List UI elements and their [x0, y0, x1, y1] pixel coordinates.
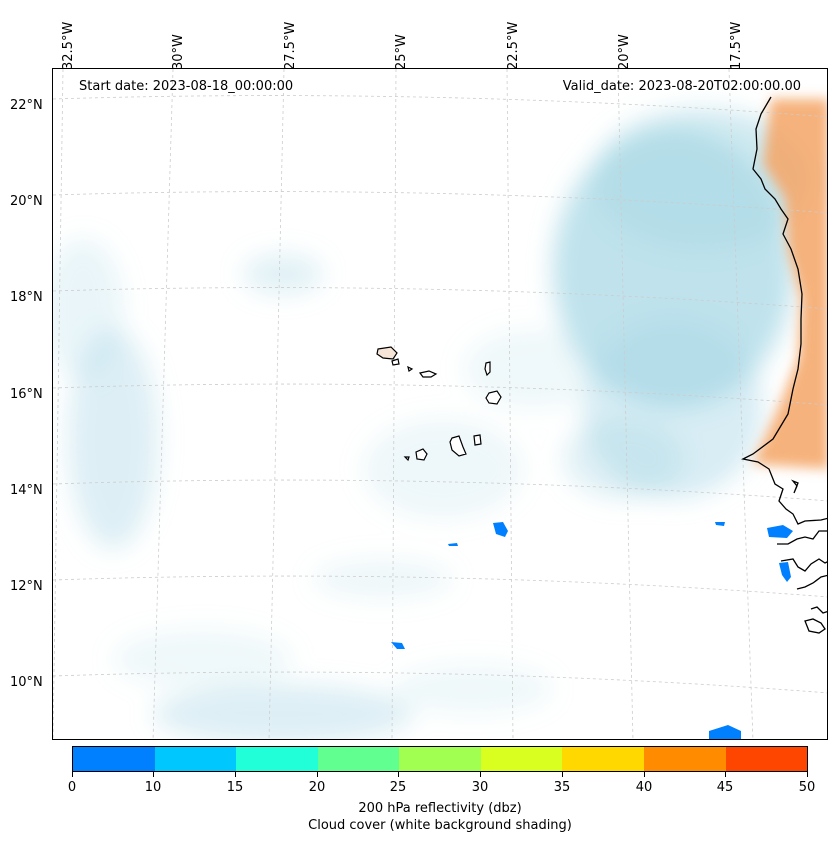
- valid-date-label: Valid_date: 2023-08-20T02:00:00.00: [562, 79, 801, 94]
- colorbar-segment: [236, 747, 318, 771]
- colorbar-tick: [480, 772, 481, 777]
- colorbar: [72, 746, 808, 772]
- lon-label: 27.5°W: [283, 21, 298, 70]
- colorbar-segment: [73, 747, 155, 771]
- colorbar-tick: [807, 772, 808, 777]
- lon-label: 30°W: [171, 34, 186, 70]
- colorbar-tick-label: 0: [67, 780, 77, 795]
- lat-label: 22°N: [10, 98, 43, 113]
- map-panel[interactable]: Start date: 2023-08-18_00:00:00 Valid_da…: [52, 68, 828, 740]
- colorbar-tick-label: 30: [471, 780, 489, 795]
- colorbar-tick-label: 40: [635, 780, 653, 795]
- colorbar-tick: [235, 772, 236, 777]
- lat-label: 16°N: [10, 387, 43, 402]
- map-canvas: [53, 69, 827, 739]
- colorbar-segment: [399, 747, 481, 771]
- land-shading: [753, 99, 827, 469]
- colorbar-tick: [562, 772, 563, 777]
- colorbar-tick: [317, 772, 318, 777]
- reflectivity-patches: [391, 522, 793, 739]
- colorbar-segment: [480, 747, 563, 771]
- cape-verde-islands: [376, 346, 502, 462]
- lat-label: 12°N: [10, 579, 43, 594]
- colorbar-tick: [725, 772, 726, 777]
- colorbar-subtitle: Cloud cover (white background shading): [308, 818, 572, 833]
- colorbar-title: 200 hPa reflectivity (dbz): [358, 801, 522, 816]
- lat-label: 20°N: [10, 194, 43, 209]
- coastline: [741, 96, 827, 634]
- colorbar-segment: [725, 747, 808, 771]
- lon-label: 32.5°W: [61, 21, 76, 70]
- colorbar-tick: [644, 772, 645, 777]
- lon-label: 20°W: [617, 34, 632, 70]
- lon-label: 25°W: [394, 34, 409, 70]
- colorbar-tick-label: 35: [553, 780, 571, 795]
- colorbar-segment: [643, 747, 726, 771]
- lat-label: 10°N: [10, 675, 43, 690]
- lat-label: 18°N: [10, 290, 43, 305]
- colorbar-tick: [153, 772, 154, 777]
- lon-label: 22.5°W: [506, 21, 521, 70]
- colorbar-segment: [154, 747, 237, 771]
- colorbar-tick-label: 50: [798, 780, 816, 795]
- colorbar-tick-label: 25: [389, 780, 407, 795]
- gridlines: [53, 69, 827, 739]
- lat-label: 14°N: [10, 483, 43, 498]
- colorbar-tick: [72, 772, 73, 777]
- colorbar-tick-label: 15: [226, 780, 244, 795]
- colorbar-segment: [562, 747, 644, 771]
- colorbar-tick-label: 20: [308, 780, 326, 795]
- colorbar-segment: [317, 747, 400, 771]
- colorbar-tick-label: 45: [716, 780, 734, 795]
- colorbar-tick: [398, 772, 399, 777]
- start-date-label: Start date: 2023-08-18_00:00:00: [79, 79, 294, 94]
- lon-label: 17.5°W: [729, 21, 744, 70]
- cloud-cover: [53, 109, 813, 739]
- colorbar-tick-label: 10: [144, 780, 162, 795]
